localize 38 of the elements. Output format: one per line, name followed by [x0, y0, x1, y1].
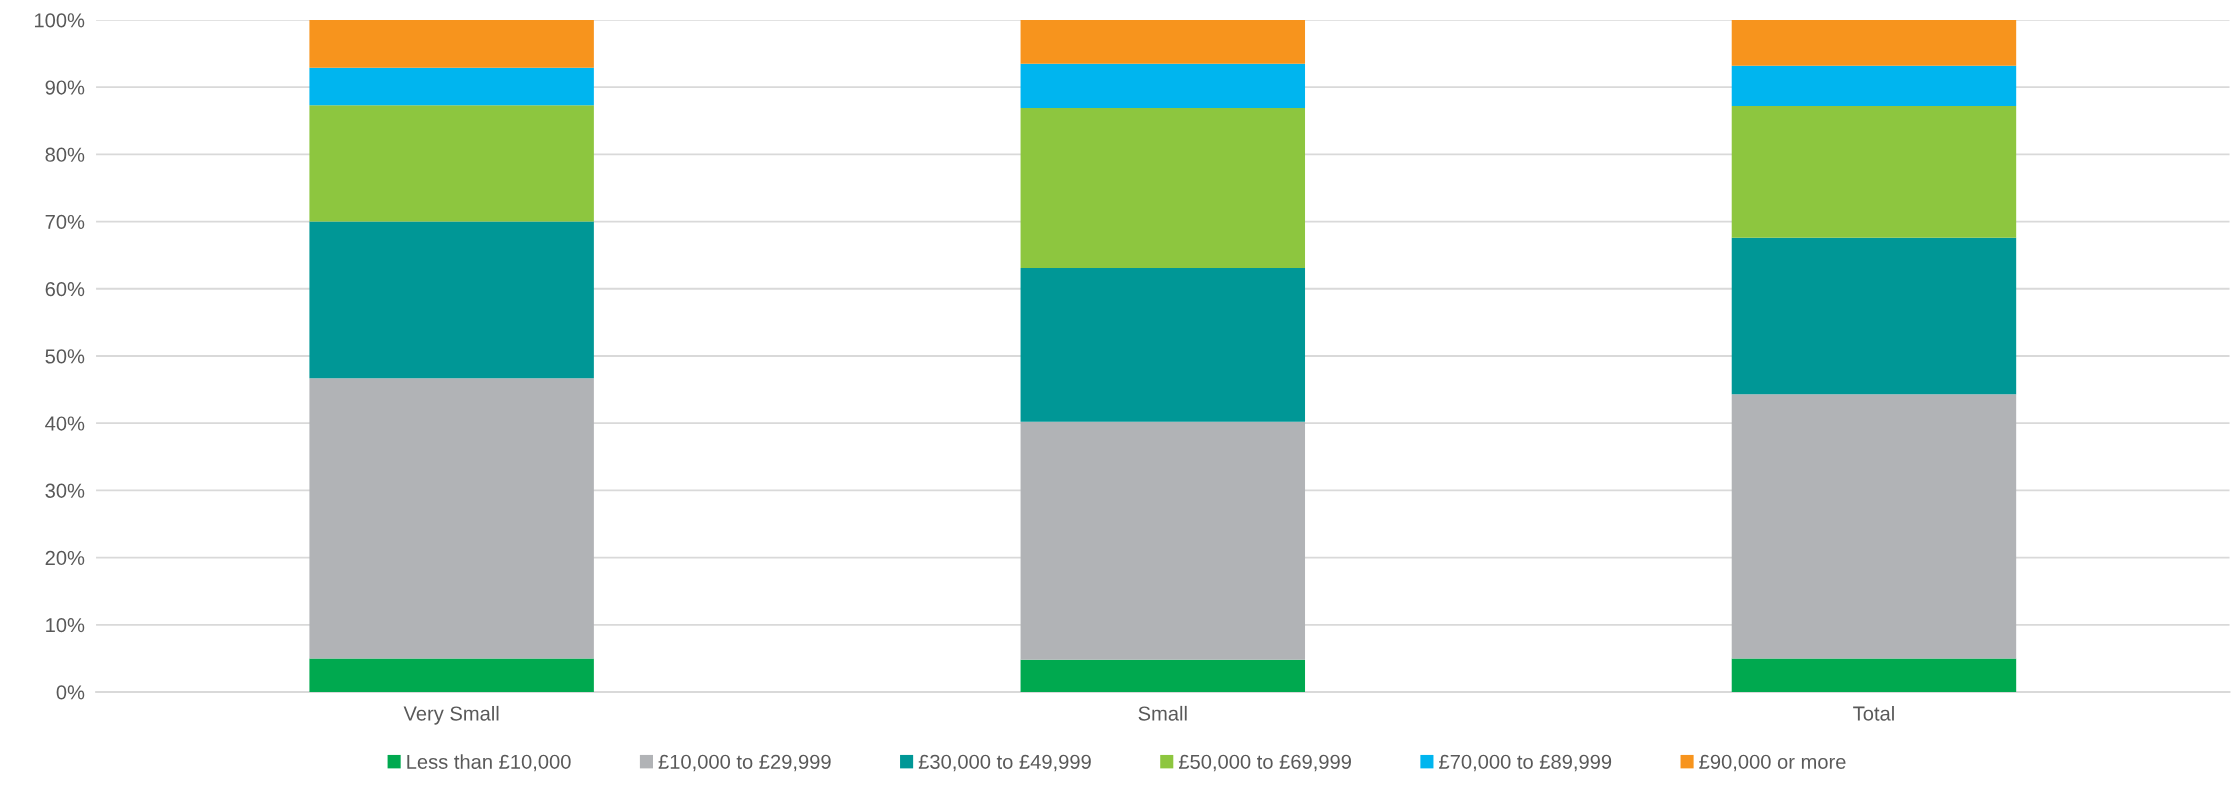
bar — [1020, 267, 1306, 422]
y-tick-label: 30% — [45, 483, 85, 498]
y-tick-label: 100% — [34, 13, 85, 28]
bar — [1020, 63, 1306, 108]
y-tick-label: 20% — [45, 550, 85, 566]
y-tick-label: 90% — [45, 80, 85, 95]
legend-label: £90,000 or more — [1699, 754, 1846, 772]
legend-label: £10,000 to £29,999 — [658, 754, 831, 772]
bar — [1731, 237, 2017, 395]
bar — [309, 658, 594, 692]
x-tick-label: Small — [1138, 705, 1187, 721]
legend-label: Less than £10,000 — [407, 754, 571, 772]
legend-label: £50,000 to £69,999 — [1178, 754, 1351, 772]
bar — [1020, 19, 1306, 64]
bar — [1731, 658, 2017, 692]
bar — [309, 378, 594, 659]
legend-label: £70,000 to £89,999 — [1439, 754, 1612, 772]
legend-label: £30,000 to £49,999 — [918, 754, 1091, 772]
y-tick-label: 80% — [45, 147, 85, 162]
bar — [1731, 105, 2017, 238]
bar — [309, 19, 594, 68]
bar — [1731, 19, 2017, 66]
y-tick-label: 60% — [45, 282, 85, 297]
bar — [309, 105, 594, 222]
bar — [1731, 394, 2017, 659]
y-tick-label: 10% — [46, 618, 85, 633]
bar — [1731, 65, 2017, 106]
y-tick-label: 0% — [56, 685, 85, 700]
bar — [309, 221, 594, 379]
bar — [309, 67, 594, 106]
x-tick-label: Very Small — [403, 705, 499, 725]
y-tick-label: 40% — [45, 416, 85, 431]
x-tick-label: Total — [1853, 705, 1894, 721]
bar — [1020, 108, 1306, 268]
bar — [1020, 421, 1306, 660]
y-tick-label: 70% — [45, 214, 85, 230]
bar — [1020, 659, 1306, 692]
y-tick-label: 50% — [45, 349, 85, 364]
